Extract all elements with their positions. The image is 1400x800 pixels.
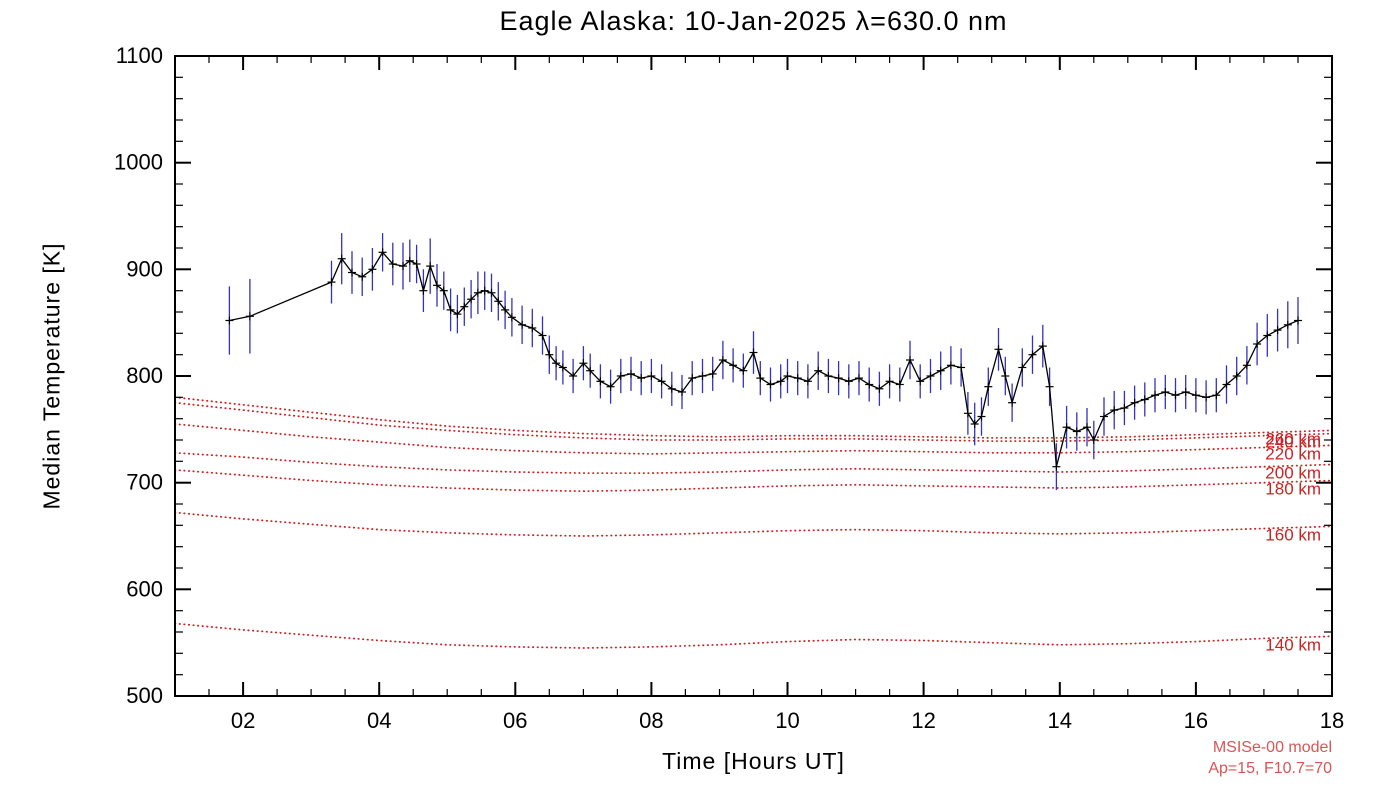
model-curve-label-260-km: 260 km [1265,430,1321,449]
model-curve-260-km [174,396,1333,439]
model-curve-140-km [174,622,1333,649]
x-tick-label: 18 [1320,708,1344,733]
y-tick-label: 1000 [114,150,163,175]
axes-frame [174,55,1333,697]
x-tick-label: 02 [231,708,255,733]
x-tick-label: 16 [1184,708,1208,733]
model-curve-label-140-km: 140 km [1265,635,1321,654]
y-tick-label: 900 [126,256,163,281]
y-axis-ticks [175,55,1332,697]
y-tick-label: 500 [126,683,163,708]
y-tick-label: 700 [126,470,163,495]
x-tick-label: 08 [639,708,663,733]
y-tick-labels: 500 600 700 800 900 1000 1100 [114,43,163,708]
model-curve-180-km [174,468,1333,493]
model-annotation-line2: Ap=15, F10.7=70 [1208,759,1332,777]
x-tick-label: 04 [367,708,391,733]
data-series-markers [225,248,1302,471]
x-tick-labels: 02 04 06 08 10 12 14 16 18 [231,708,1344,733]
model-curve-220-km [174,423,1333,455]
data-series-line [229,251,1299,467]
x-axis-label: Time [Hours UT] [662,748,845,774]
x-axis-ticks [174,56,1333,696]
model-curve-200-km [174,451,1333,475]
y-tick-label: 600 [126,576,163,601]
model-annotation: MSISe-00 model Ap=15, F10.7=70 [1208,738,1332,780]
model-annotation-line1: MSISe-00 model [1212,739,1332,756]
model-curve-label-160-km: 160 km [1265,526,1321,545]
model-curve-160-km [174,511,1333,537]
y-tick-label: 1100 [116,43,163,68]
x-tick-label: 14 [1048,708,1072,733]
model-curve-label-220-km: 220 km [1265,445,1321,464]
y-tick-label: 800 [126,363,163,388]
x-tick-label: 06 [503,708,527,733]
model-curve-240-km [174,401,1333,443]
model-curve-label-180-km: 180 km [1265,480,1321,499]
x-tick-label: 10 [775,708,799,733]
model-curve-label-200-km: 200 km [1265,464,1321,483]
page-title: Eagle Alaska: 10-Jan-2025 λ=630.0 nm [499,6,1008,36]
x-tick-label: 12 [911,708,935,733]
model-curve-label-240-km: 240 km [1265,433,1321,452]
model-curves [174,396,1333,649]
